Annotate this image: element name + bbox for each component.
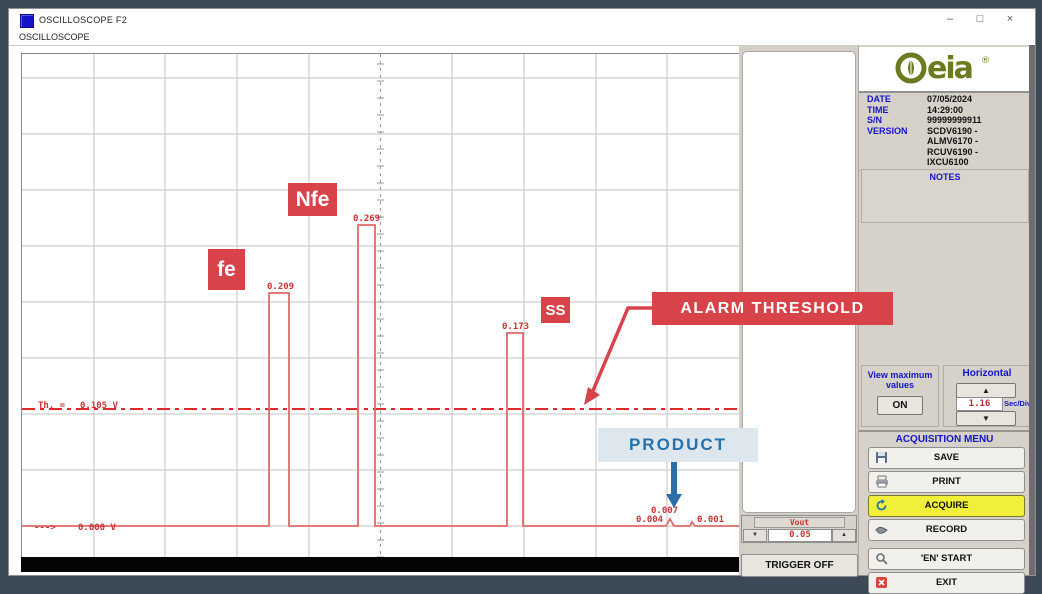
info-value: RCUV6190 - [927,146,979,157]
logo-box: eia ® [859,47,1030,93]
record-button[interactable]: RECORD [868,519,1025,541]
scope-grid-and-trace [22,54,739,564]
info-label: TIME [867,104,889,115]
app-icon [20,14,34,28]
info-value: 99999999911 [927,115,982,125]
titlebar: OSCILLOSCOPE F2 – □ × [9,9,1035,31]
signal-trace [22,224,739,527]
acquisition-menu-title: ACQUISITION MENU [859,430,1030,445]
info-value: ALMV6170 - [927,136,979,146]
info-label: S/N [867,115,883,125]
product-value-2: 0.004 [636,515,664,525]
annotation-ss: SS [541,297,570,323]
trigger-off-button[interactable]: TRIGGER OFF [741,554,858,577]
minimize-icon[interactable]: – [946,13,954,25]
info-value: SCDV6190 - [927,125,978,136]
info-label [859,147,927,158]
baseline-arrow: ---> [34,523,56,533]
device-info: DATE 07/05/2024 TIME 14:29:00 S/N 999999999… [859,91,1030,171]
horizontal-title: Horizontal [962,368,1012,379]
peak-value-ss: 0.173 [502,322,530,332]
product-value-3: 0.001 [697,515,725,525]
record-icon [875,523,889,541]
horizontal-group: Horizontal ▲ 1.16 Sec/Div ▼ [943,365,1031,427]
notes-title: NOTES [929,172,961,182]
notes-box: NOTES [861,169,1029,223]
product-arrow [666,462,682,508]
print-icon [875,475,889,493]
baseline-value: 0.000 V [78,523,116,533]
menu-oscilloscope[interactable]: OSCILLOSCOPE [19,32,90,42]
info-label [859,136,927,147]
vout-increment-button[interactable]: ▲ [832,529,856,542]
info-label: VERSION [867,125,908,136]
annotation-nfe: Nfe [288,183,337,216]
panel-right-shadow [1029,45,1035,575]
peak-value-nfe: 0.269 [353,214,381,224]
en-start-button[interactable]: 'EN' START [868,548,1025,570]
annotation-fe: fe [208,249,245,290]
horizontal-up-button[interactable]: ▲ [956,383,1016,398]
oscilloscope-plot: Th. = 0.105 V ---> 0.000 V 0.209 0.269 0… [21,53,740,565]
ceia-logo: eia ® [895,51,990,86]
exit-button[interactable]: EXIT [868,572,1025,594]
info-value: 14:29:00 [927,104,964,115]
view-maximum-label-2: values [885,380,915,390]
info-value: 07/05/2024 [927,94,973,104]
vout-control: Vout ▼ 0.05 ▲ [741,515,857,543]
acquire-button[interactable]: ACQUIRE [868,495,1025,517]
window-title: OSCILLOSCOPE F2 [39,15,128,25]
view-maximum-label-1: View maximum [867,370,933,380]
horizontal-down-button[interactable]: ▼ [956,411,1016,426]
info-value: IXCU6100 [927,157,969,167]
view-maximum-values-group: View maximum values ON [861,365,939,427]
menubar: OSCILLOSCOPE [9,31,1035,46]
peak-value-fe: 0.209 [267,282,295,292]
side-display-panel [742,51,856,513]
status-black-bar [21,557,739,572]
vout-label: Vout [754,517,845,528]
threshold-prefix: Th. = [38,401,66,411]
annotation-product: PRODUCT [598,428,758,462]
print-button[interactable]: PRINT [868,471,1025,493]
vout-decrement-button[interactable]: ▼ [743,529,767,542]
alarm-threshold-arrow [584,306,652,405]
save-icon [875,451,888,469]
horizontal-unit: Sec/Div [1004,399,1032,408]
product-value-1: 0.007 [651,506,679,516]
acquire-refresh-icon [875,499,888,517]
annotation-alarm-threshold: ALARM THRESHOLD [652,292,893,325]
magnifier-icon [875,552,888,570]
info-label: DATE [867,94,891,104]
center-ruler-line [377,54,384,564]
horizontal-value: 1.16 [956,397,1003,411]
maximize-icon[interactable]: □ [976,13,984,25]
view-maximum-on-button[interactable]: ON [877,396,923,415]
app-window: OSCILLOSCOPE F2 – □ × OSCILLOSCOPE [8,8,1036,594]
save-button[interactable]: SAVE [868,447,1025,469]
svg-text:®: ® [981,56,990,66]
vout-value[interactable]: 0.05 [768,529,832,542]
threshold-value: 0.105 V [80,401,118,411]
info-label [859,157,927,168]
svg-text:eia: eia [927,51,972,86]
close-icon[interactable]: × [1006,13,1014,25]
